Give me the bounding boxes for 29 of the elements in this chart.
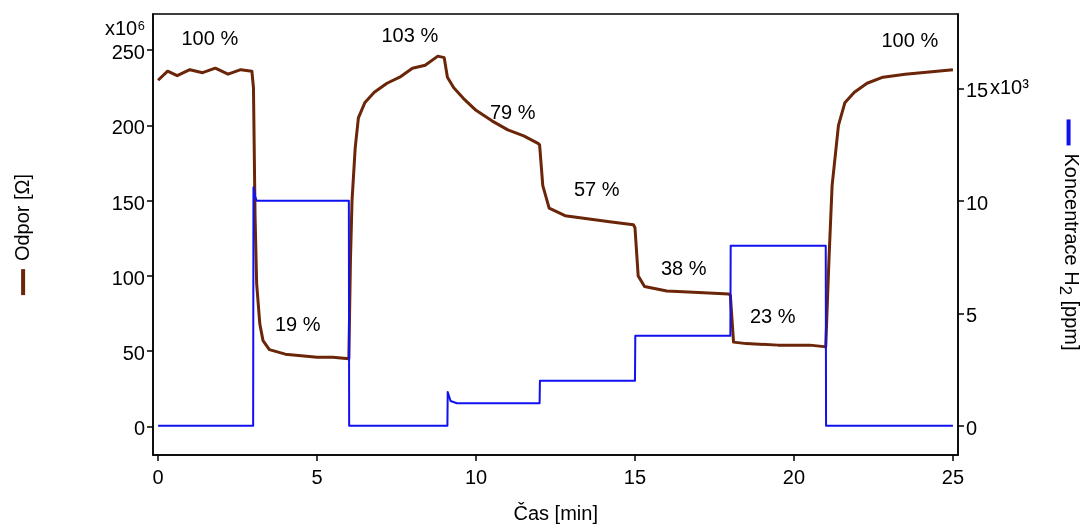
y-axis-title: Odpor [Ω] (10, 173, 34, 262)
x-axis-title: Čas [min] (513, 501, 598, 525)
y2-tick-label: 5 (966, 304, 978, 327)
x-tick-label: 10 (464, 466, 488, 488)
annotation: 23 % (750, 304, 796, 328)
y-tick-label: 50 (122, 342, 145, 365)
x-tick-label: 25 (941, 466, 965, 488)
annotation: 100 % (881, 28, 939, 52)
x-tick-label: 0 (152, 466, 164, 488)
text: x10³ (990, 75, 1029, 100)
y-tick-label: 150 (111, 191, 145, 214)
text: x10⁶ (105, 16, 146, 41)
y-tick-label: 0 (133, 417, 145, 440)
y-tick-label: 200 (111, 116, 145, 139)
y2-tick-label: 15 (966, 79, 989, 102)
x-tick-label: 15 (623, 466, 647, 488)
y-tick-label: 100 (111, 266, 145, 289)
y-tick-label: 250 (111, 41, 145, 64)
line-series (156, 54, 955, 361)
x-tick-label: 20 (782, 466, 806, 488)
x-tick-label: 5 (311, 466, 323, 488)
annotation: 19 % (275, 312, 321, 336)
y2-tick-label: 10 (966, 191, 989, 214)
annotation: 38 % (661, 256, 707, 280)
y2-tick-label: 0 (966, 416, 978, 439)
annotation: 57 % (574, 177, 620, 201)
annotation: 103 % (381, 23, 439, 47)
annotation: 79 % (490, 100, 536, 124)
annotation: 100 % (181, 26, 239, 50)
